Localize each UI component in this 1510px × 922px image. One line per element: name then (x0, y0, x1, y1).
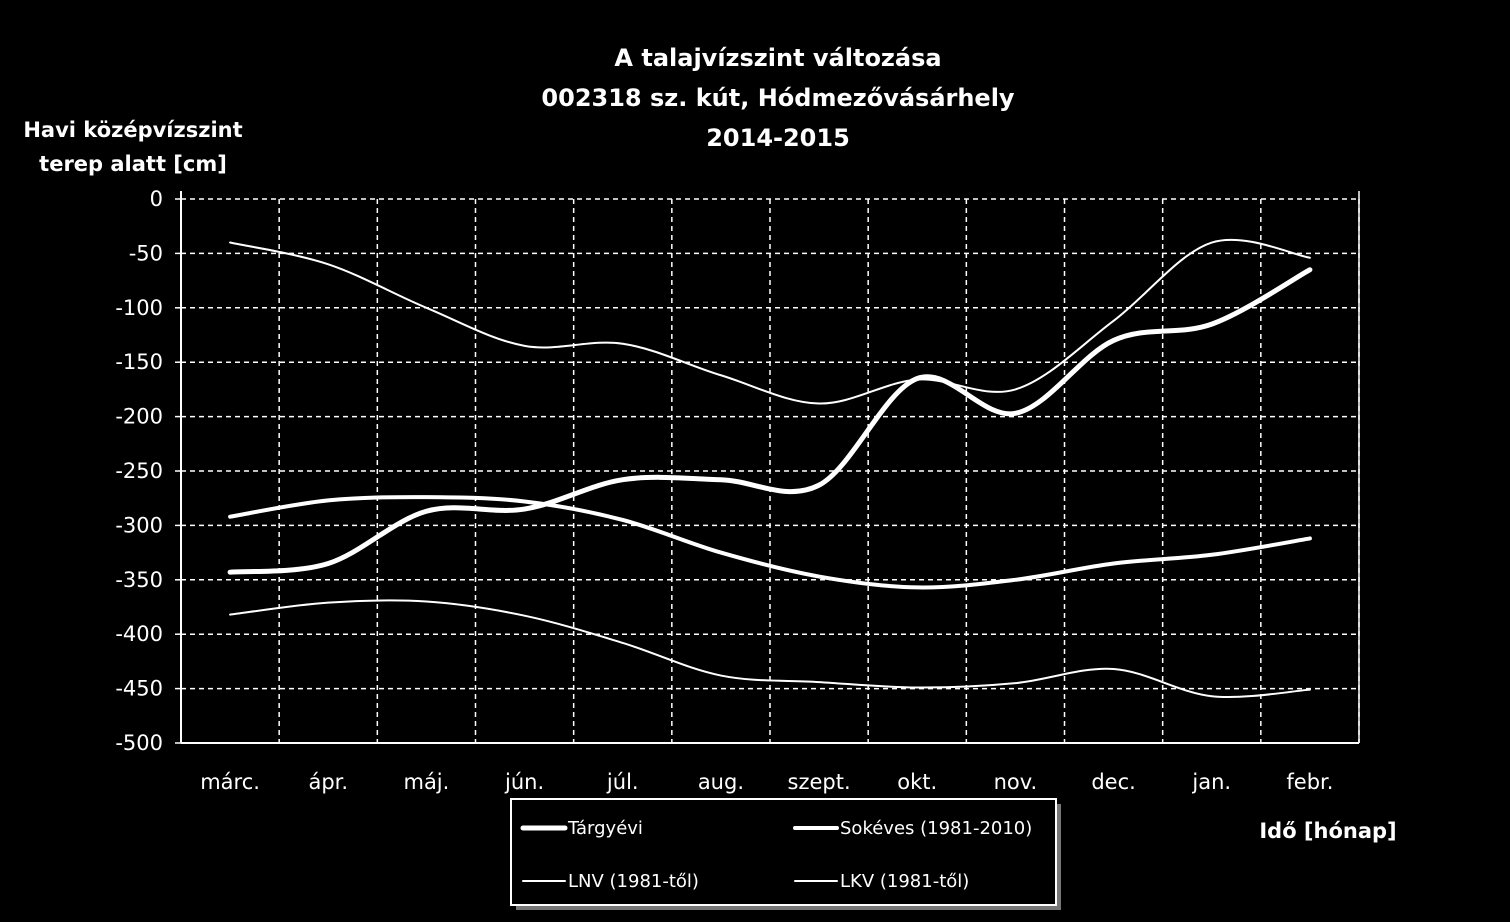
legend-label-0: Tárgyévi (567, 818, 643, 839)
series-line-0 (227, 267, 1313, 575)
legend: Tárgyévi Sokéves (1981-2010) LNV (1981-től… (510, 798, 1061, 910)
y-tick-label: -400 (115, 622, 163, 646)
x-tick-label: szept. (788, 770, 851, 794)
chart-title-line-3: 2014-2015 (706, 124, 850, 152)
y-tick-label: -250 (115, 459, 163, 483)
x-tick-label: márc. (200, 770, 260, 794)
series-line-3 (229, 599, 1311, 698)
y-tick-labels: 0 -50 -100 -150 -200 -250 -300 -350 -400 -450 -500 (115, 187, 163, 755)
y-tick-label: 0 (150, 187, 163, 211)
chart-title-line-2: 002318 sz. kút, Hódmezővásárhely (541, 84, 1015, 112)
x-tick-label: ápr. (308, 770, 348, 794)
y-tick-label: -50 (129, 241, 163, 265)
y-axis-title-line-1: Havi középvízszint (23, 118, 242, 142)
series-line-2 (229, 238, 1311, 405)
x-axis-title: Idő [hónap] (1259, 819, 1396, 843)
series-line-1 (228, 495, 1312, 590)
y-tick-label: -450 (115, 677, 163, 701)
y-axis-title: Havi középvízszint terep alatt [cm] (23, 118, 242, 176)
x-tick-label: dec. (1091, 770, 1135, 794)
y-tick-label: -200 (115, 405, 163, 429)
legend-label-1: Sokéves (1981-2010) (840, 818, 1032, 839)
chart-title: A talajvízszint változása 002318 sz. kút… (541, 44, 1015, 152)
x-tick-label: júl. (606, 770, 639, 794)
x-tick-label: jan. (1191, 770, 1231, 794)
x-tick-label: jún. (504, 770, 544, 794)
legend-label-2: LNV (1981-től) (568, 871, 699, 892)
legend-label-3: LKV (1981-től) (840, 871, 969, 892)
gridlines (175, 191, 1360, 744)
y-tick-label: -500 (115, 731, 163, 755)
x-tick-label: okt. (897, 770, 937, 794)
y-axis-title-line-2: terep alatt [cm] (39, 152, 227, 176)
series-lines (227, 238, 1313, 698)
y-tick-label: -350 (115, 568, 163, 592)
x-tick-label: máj. (403, 770, 449, 794)
y-tick-label: -100 (115, 296, 163, 320)
x-tick-label: nov. (994, 770, 1038, 794)
y-tick-label: -300 (115, 513, 163, 537)
y-tick-label: -150 (115, 350, 163, 374)
x-tick-label: febr. (1286, 770, 1333, 794)
legend-box (510, 798, 1057, 906)
chart-title-line-1: A talajvízszint változása (614, 44, 941, 72)
x-tick-label: aug. (698, 770, 744, 794)
x-tick-labels: márc. ápr. máj. jún. júl. aug. szept. okt. nov. d… (200, 770, 1333, 794)
